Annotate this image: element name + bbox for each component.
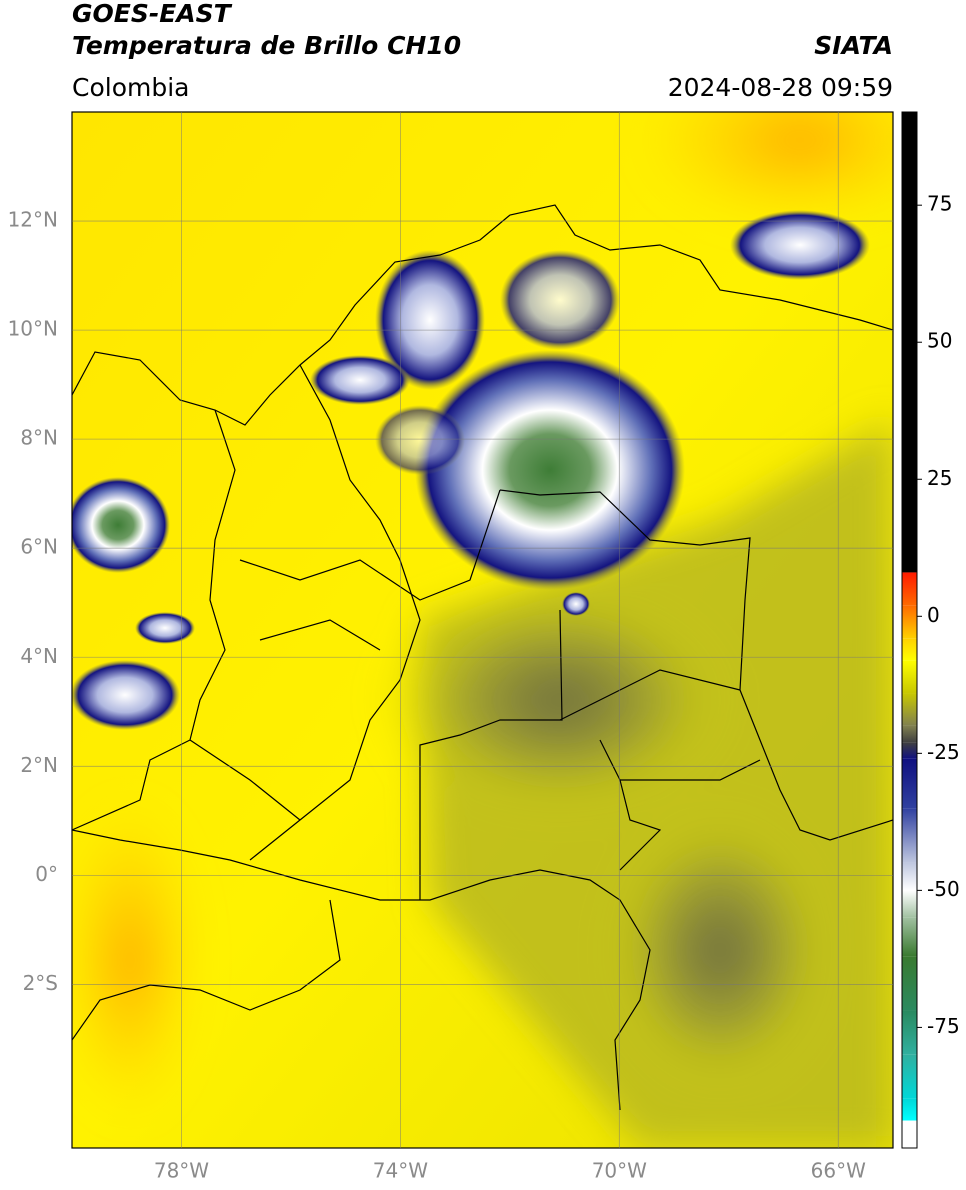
colorbar-segment (902, 660, 917, 694)
subtitle: Temperatura de Brillo CH10 (72, 31, 461, 60)
colorbar-segment (902, 693, 917, 726)
x-tick-label: 70°W (592, 1159, 647, 1183)
colorbar-segment (902, 112, 917, 573)
colorbar-segment (902, 742, 917, 759)
satellite-image (72, 112, 893, 1148)
x-tick-label: 66°W (811, 1159, 866, 1183)
colorbar-tick-label: 25 (927, 466, 952, 490)
colorbar-segment (902, 725, 917, 743)
colorbar-segment (902, 1098, 917, 1121)
colorbar-segment (902, 890, 917, 918)
y-tick-label: 12°N (8, 208, 58, 232)
y-tick-label: 0° (35, 862, 58, 886)
y-tick-label: 8°N (20, 426, 58, 450)
colorbar-tick-label: -75 (927, 1014, 960, 1038)
timestamp: 2024-08-28 09:59 (668, 73, 893, 102)
colorbar-segment (902, 956, 917, 1011)
colorbar-segment (902, 572, 917, 606)
colorbar-segment (902, 1010, 917, 1055)
colorbar-segment (902, 808, 917, 863)
colorbar-tick-label: -50 (927, 877, 960, 901)
y-tick-label: 10°N (8, 317, 58, 341)
colorbar-segment (902, 758, 917, 809)
colorbar-tick-label: 50 (927, 329, 952, 353)
colorbar-segment (902, 638, 917, 661)
colorbar-segment (902, 605, 917, 639)
colorbar-frame (901, 111, 918, 1149)
axes: 78°W 74°W 70°W 66°W 12°N 10°N 8°N 6°N 4°N 2°N 0° 2°… (8, 111, 960, 1183)
map-frame (71, 111, 894, 1149)
colorbar-tick-label: 75 (927, 192, 952, 216)
colorbar-segment (902, 1120, 917, 1148)
source: SIATA (814, 31, 893, 60)
y-tick-label: 4°N (20, 644, 58, 668)
region: Colombia (72, 73, 189, 102)
y-tick-label: 2°S (23, 971, 58, 995)
colorbar-segment (902, 862, 917, 891)
title: GOES-EAST (72, 0, 233, 28)
x-tick-label: 74°W (373, 1159, 428, 1183)
colorbar-segment (902, 1054, 917, 1099)
colorbar-tick-label: 0 (927, 603, 940, 627)
colorbar-segment (902, 917, 917, 957)
y-tick-label: 6°N (20, 535, 58, 559)
colorbar-tick-label: -25 (927, 740, 960, 764)
x-tick-label: 78°W (154, 1159, 209, 1183)
y-tick-label: 2°N (20, 753, 58, 777)
